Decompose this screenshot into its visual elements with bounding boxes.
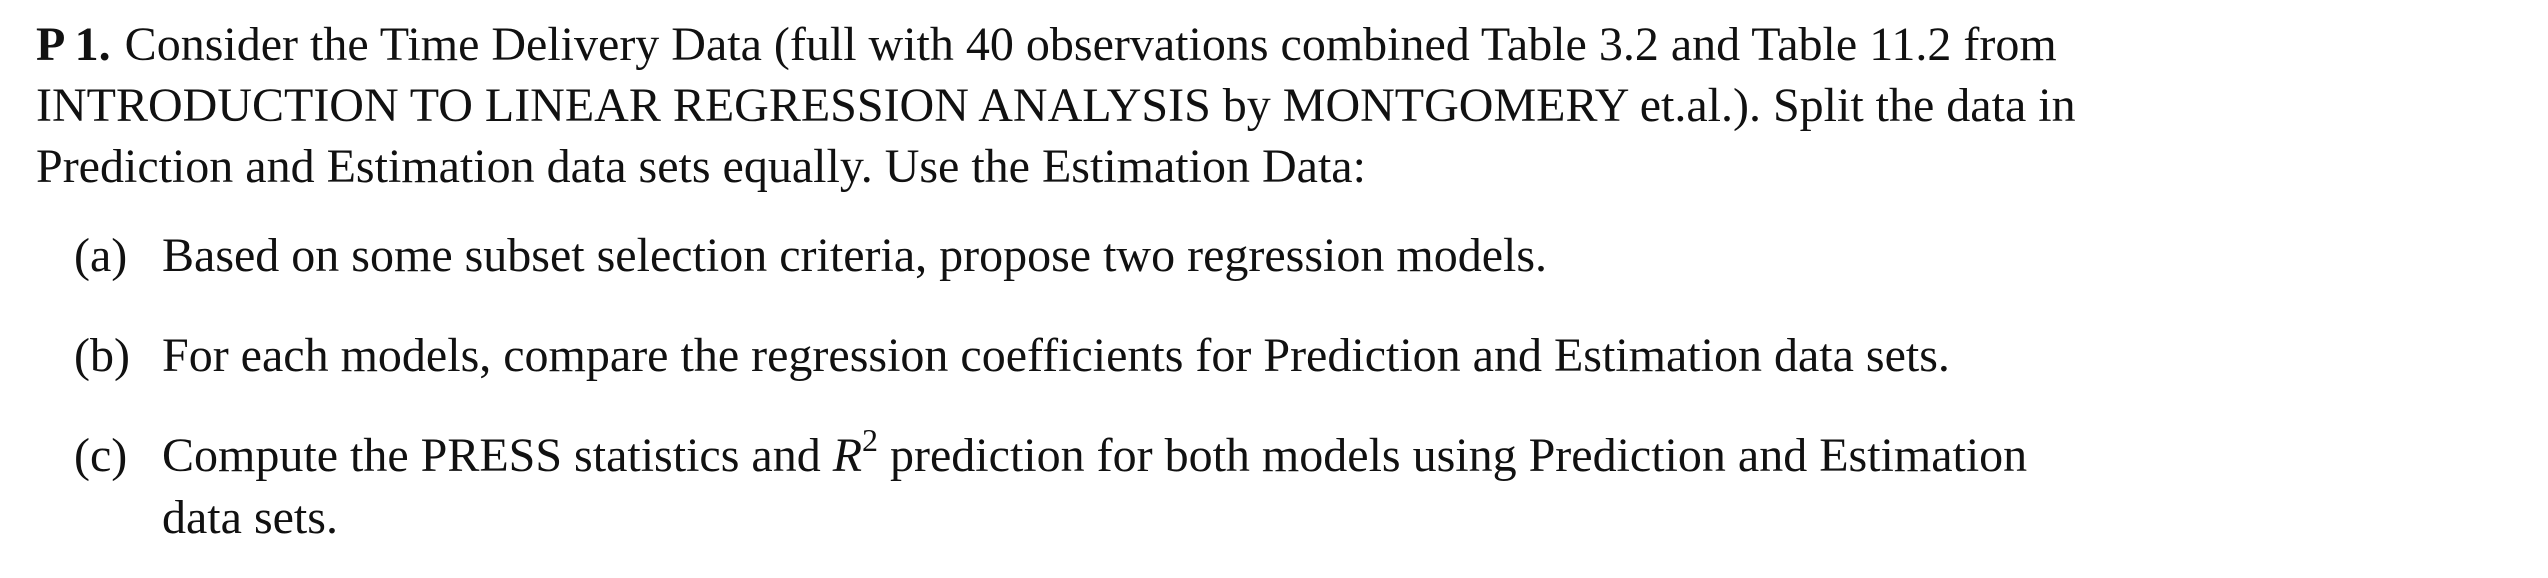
subquestion-marker: (b) bbox=[74, 329, 130, 382]
problem-label: P 1. bbox=[36, 18, 111, 71]
subquestion-marker: (c) bbox=[74, 429, 128, 482]
problem-document: P 1. Consider the Time Delivery Data (ful… bbox=[36, 14, 2476, 549]
subquestion-a: (a) Based on some subset selection crite… bbox=[36, 225, 2476, 287]
r-superscript: 2 bbox=[862, 422, 879, 458]
subquestion-text: Based on some subset selection criteria,… bbox=[162, 229, 1548, 282]
r-squared-symbol: R2 bbox=[832, 424, 878, 482]
subquestion-text: Compute the PRESS statistics and R2 pred… bbox=[162, 424, 2476, 549]
subquestion-marker: (a) bbox=[74, 229, 128, 282]
subquestion-c: (c) Compute the PRESS statistics and R2 … bbox=[36, 424, 2476, 549]
subquestion-list: (a) Based on some subset selection crite… bbox=[36, 225, 2476, 549]
problem-statement: P 1. Consider the Time Delivery Data (ful… bbox=[36, 14, 2476, 197]
subquestion-text: For each models, compare the regression … bbox=[162, 329, 1950, 382]
intro-line-1: Consider the Time Delivery Data (full wi… bbox=[124, 18, 2057, 71]
subquestion-text-after: prediction for both models using Predict… bbox=[890, 429, 2028, 482]
subquestion-text-line-2: data sets. bbox=[162, 491, 338, 544]
r-symbol: R bbox=[832, 429, 863, 482]
subquestion-b: (b) For each models, compare the regress… bbox=[36, 325, 2476, 387]
intro-line-3: Prediction and Estimation data sets equa… bbox=[36, 140, 1366, 193]
intro-line-2: INTRODUCTION TO LINEAR REGRESSION ANALYS… bbox=[36, 79, 2076, 132]
subquestion-text-before: Compute the PRESS statistics and bbox=[162, 429, 821, 482]
